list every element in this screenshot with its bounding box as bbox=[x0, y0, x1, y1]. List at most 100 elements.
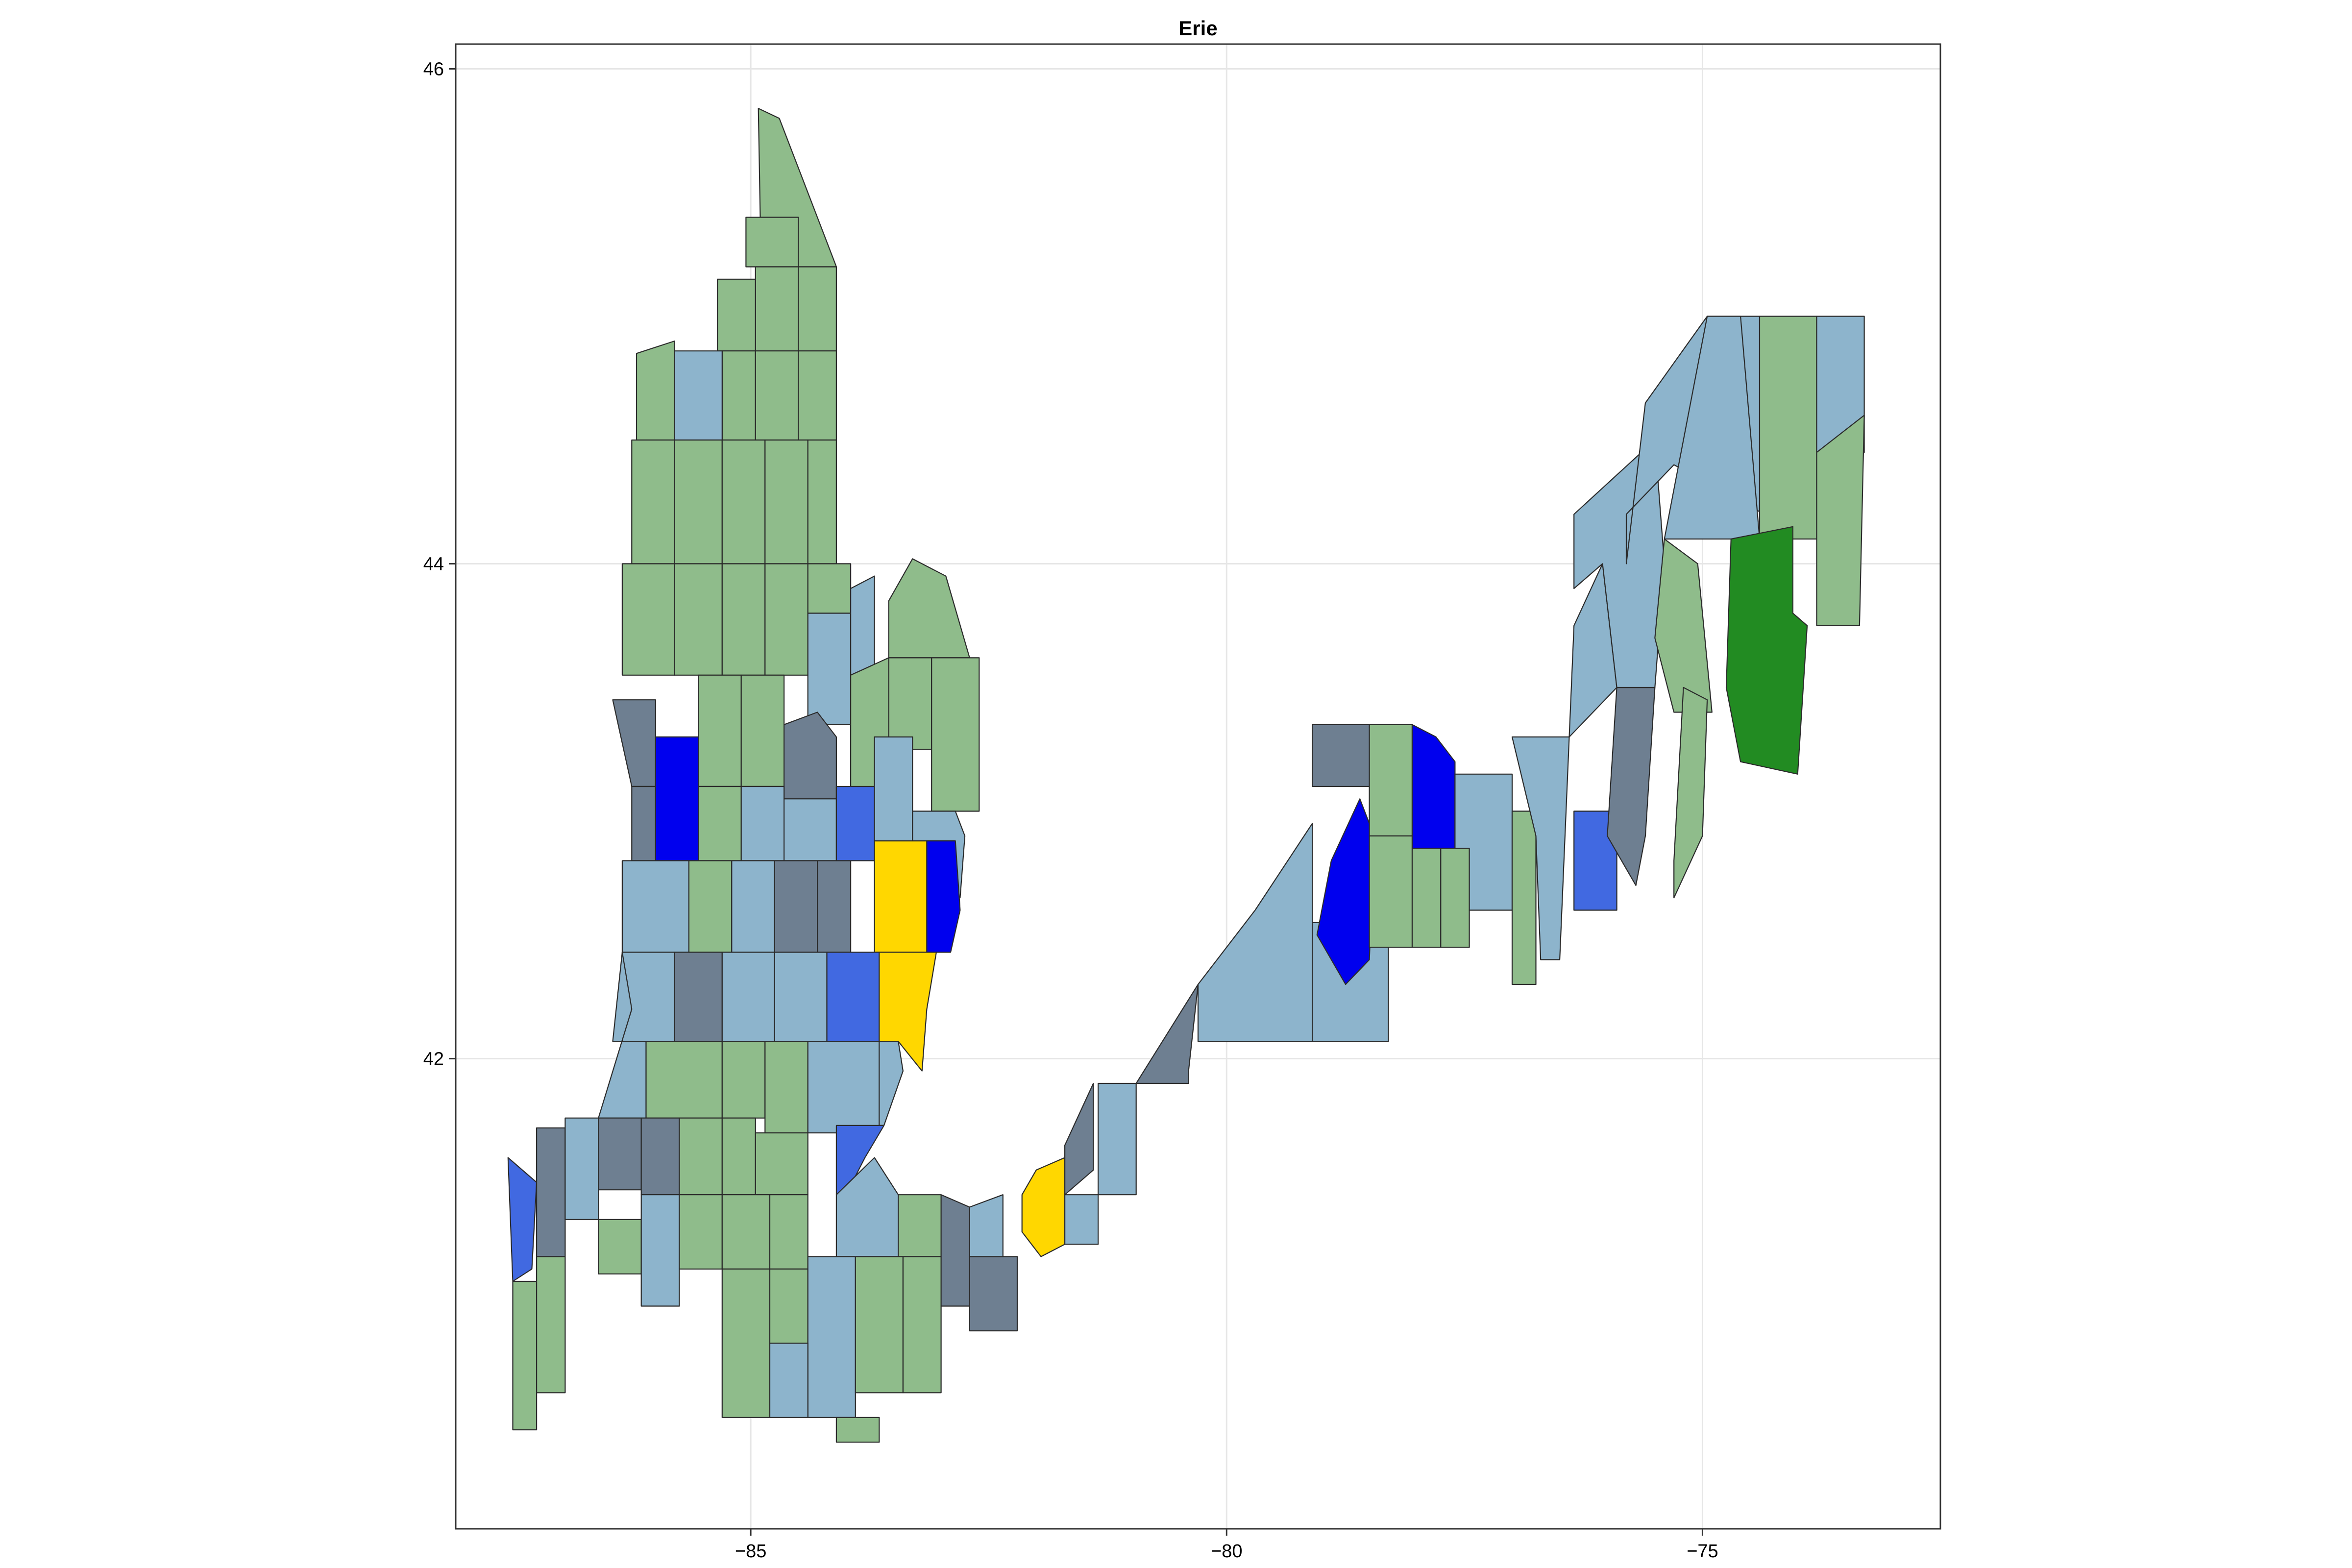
county-region bbox=[1725, 526, 1808, 775]
y-tick-label: 44 bbox=[423, 554, 444, 575]
county-region bbox=[1664, 316, 1761, 540]
county-region bbox=[512, 1280, 538, 1431]
county-region bbox=[1673, 686, 1708, 899]
county-region bbox=[807, 563, 852, 614]
county-region bbox=[1312, 724, 1370, 787]
county-region bbox=[755, 1132, 808, 1196]
county-region bbox=[874, 840, 928, 953]
county-region bbox=[721, 952, 775, 1042]
county-region bbox=[1369, 835, 1413, 948]
county-region bbox=[764, 439, 808, 564]
county-region bbox=[536, 1127, 566, 1257]
county-region bbox=[674, 350, 723, 441]
county-region bbox=[1064, 1082, 1094, 1196]
county-region bbox=[721, 563, 766, 676]
county-region bbox=[1573, 810, 1617, 911]
county-region bbox=[507, 1157, 538, 1282]
county-region bbox=[679, 1117, 723, 1196]
county-region bbox=[1411, 724, 1456, 849]
county-region bbox=[631, 785, 657, 861]
county-region bbox=[621, 563, 675, 676]
plot-frame bbox=[455, 43, 1941, 1530]
x-tick-label: −85 bbox=[735, 1541, 766, 1562]
county-region bbox=[721, 350, 756, 441]
county-region bbox=[745, 217, 799, 268]
county-region bbox=[855, 1256, 904, 1394]
county-region bbox=[674, 952, 723, 1042]
county-region bbox=[798, 266, 837, 352]
county-region bbox=[826, 952, 880, 1042]
county-region bbox=[755, 350, 799, 441]
y-tick-label: 42 bbox=[423, 1049, 444, 1070]
county-region bbox=[674, 439, 723, 564]
county-region bbox=[721, 439, 766, 564]
county-region bbox=[564, 1117, 599, 1220]
county-region bbox=[1654, 538, 1713, 713]
county-region bbox=[969, 1256, 1018, 1332]
county-region bbox=[688, 860, 733, 953]
county-region bbox=[835, 785, 875, 861]
county-region bbox=[1816, 316, 1865, 453]
chart-title: Erie bbox=[1178, 17, 1217, 40]
county-region bbox=[721, 1194, 771, 1270]
county-region bbox=[621, 860, 690, 953]
county-region bbox=[716, 278, 756, 352]
county-region bbox=[807, 439, 837, 564]
county-region bbox=[783, 711, 837, 800]
y-tick-label: 46 bbox=[423, 59, 444, 80]
county-region bbox=[774, 952, 828, 1042]
county-region bbox=[640, 1194, 680, 1307]
county-region bbox=[674, 563, 723, 676]
county-region bbox=[1440, 848, 1470, 948]
county-region bbox=[1316, 798, 1375, 985]
county-region bbox=[969, 1194, 1004, 1257]
county-region bbox=[798, 350, 837, 441]
county-region bbox=[1759, 316, 1817, 540]
county-region bbox=[740, 785, 785, 861]
county-region bbox=[874, 736, 913, 842]
county-region bbox=[764, 1041, 808, 1134]
county-region bbox=[1511, 810, 1537, 985]
county-region bbox=[536, 1256, 566, 1394]
county-region bbox=[755, 266, 799, 352]
county-region bbox=[926, 840, 961, 953]
county-region bbox=[612, 699, 657, 787]
county-region bbox=[645, 1041, 723, 1119]
county-region bbox=[1064, 1194, 1099, 1245]
county-region bbox=[902, 1256, 942, 1394]
county-region bbox=[769, 1268, 808, 1344]
county-region bbox=[636, 340, 675, 441]
county-region bbox=[1135, 983, 1199, 1084]
county-region bbox=[816, 860, 852, 953]
county-polygons bbox=[507, 108, 1865, 1443]
county-region bbox=[807, 1041, 880, 1134]
county-region bbox=[721, 1268, 771, 1418]
axes: −85 −80 −75 42 44 46 bbox=[423, 59, 1718, 1562]
x-tick-label: −75 bbox=[1687, 1541, 1718, 1562]
county-region bbox=[879, 1041, 904, 1126]
county-region bbox=[655, 736, 699, 861]
county-region bbox=[640, 1117, 680, 1196]
county-region bbox=[698, 674, 742, 787]
county-region bbox=[679, 1194, 723, 1270]
county-region bbox=[721, 1041, 766, 1119]
county-region bbox=[898, 1194, 942, 1257]
county-region bbox=[1098, 1082, 1137, 1196]
county-region bbox=[764, 563, 808, 676]
county-region bbox=[807, 612, 852, 725]
x-tick-label: −80 bbox=[1211, 1541, 1242, 1562]
county-region bbox=[769, 1194, 808, 1270]
county-region bbox=[1369, 724, 1413, 837]
county-region bbox=[598, 1117, 642, 1191]
county-region bbox=[1511, 736, 1570, 960]
county-region bbox=[888, 558, 970, 659]
county-region bbox=[888, 657, 932, 750]
county-region bbox=[598, 1219, 642, 1274]
county-region bbox=[769, 1343, 808, 1418]
county-region bbox=[931, 657, 980, 812]
county-region bbox=[783, 798, 837, 861]
county-region bbox=[1021, 1157, 1066, 1257]
county-region bbox=[1411, 848, 1442, 948]
county-region bbox=[698, 785, 742, 861]
